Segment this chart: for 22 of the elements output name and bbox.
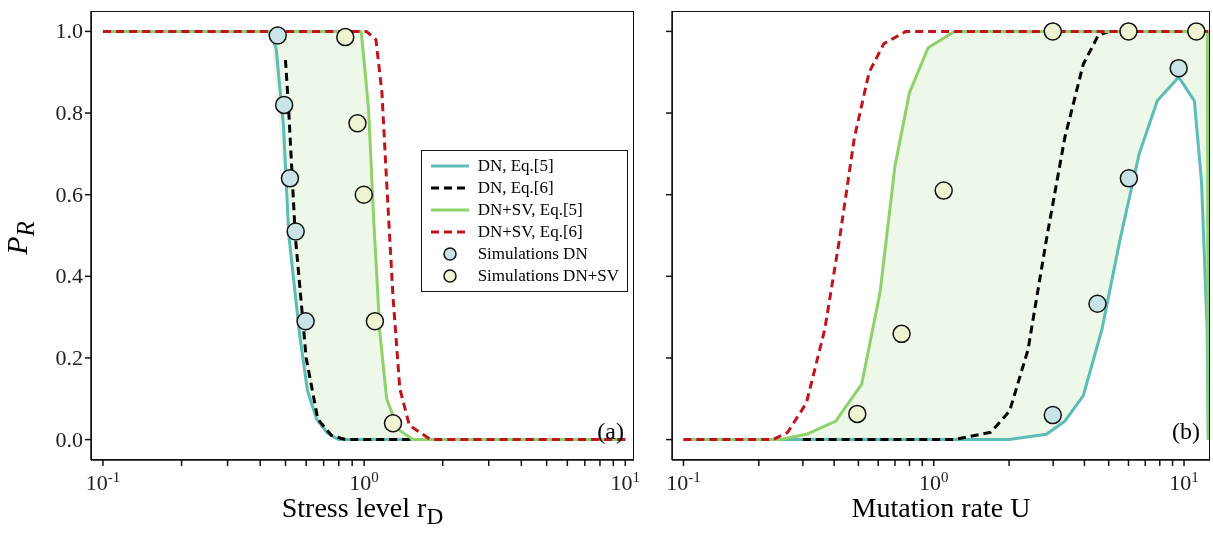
legend-label: DN+SV, Eq.[5] <box>477 199 583 221</box>
x-axis-title: Stress level r$_{D}$ <box>281 492 444 529</box>
x-axis-title: Mutation rate U <box>851 492 1031 523</box>
x-tick-label: 10$^{0}$ <box>349 469 379 495</box>
legend-label: Simulations DN <box>477 243 588 265</box>
legend-label: DN, Eq.[6] <box>477 177 554 199</box>
y-tick-label: 0.0 <box>55 426 83 452</box>
legend-label: DN, Eq.[5] <box>477 155 554 177</box>
x-tick-label: 10$^{0}$ <box>918 469 949 495</box>
legend-label: DN+SV, Eq.[6] <box>477 221 583 243</box>
y-tick-label: 1.0 <box>55 18 83 44</box>
x-tick-label: 10$^{-1}$ <box>666 469 701 495</box>
y-tick-label: 0.8 <box>55 100 83 126</box>
y-tick-label: 0.2 <box>55 344 83 370</box>
y-tick-label: 0.4 <box>55 263 83 289</box>
legend-label: Simulations DN+SV <box>477 265 619 287</box>
x-tick-label: 10$^{-1}$ <box>85 469 121 495</box>
x-tick-label: 10$^{1}$ <box>610 469 641 495</box>
y-tick-label: 0.6 <box>55 181 83 207</box>
annotation: (b) <box>1172 418 1200 445</box>
x-tick-label: 10$^{1}$ <box>1169 469 1199 495</box>
annotation: (a) <box>597 418 624 445</box>
